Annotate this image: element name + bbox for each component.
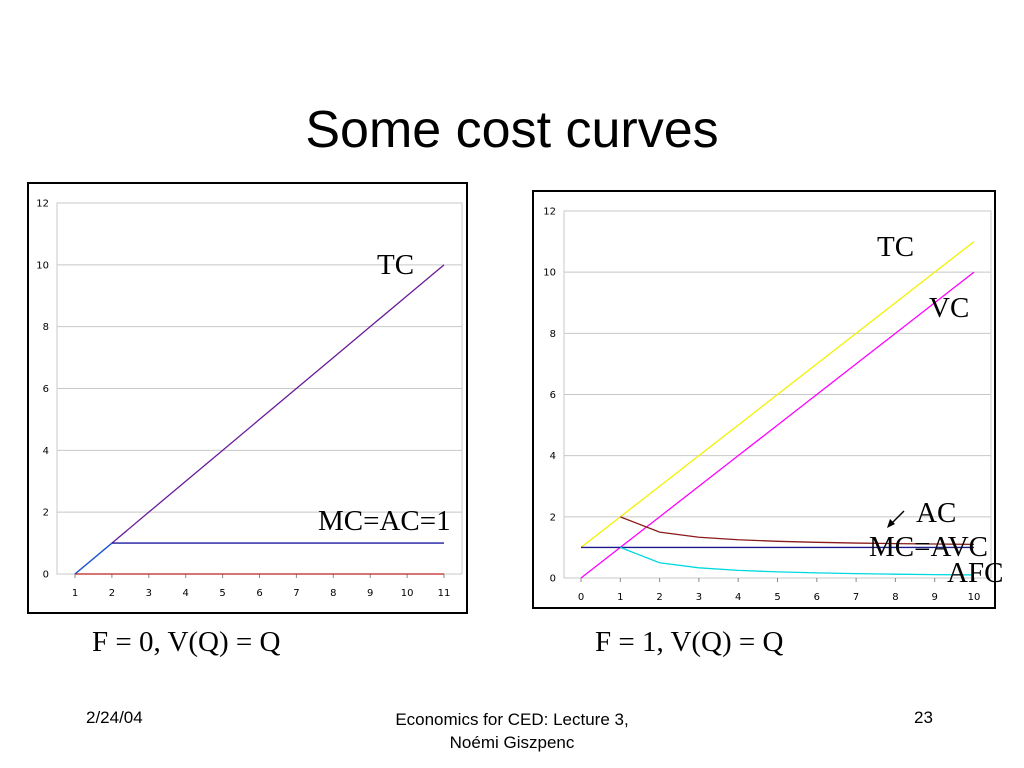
- chart-left-y-tick-label: 12: [36, 199, 49, 210]
- chart-left-x-tick-label: 3: [146, 588, 152, 599]
- label-tc-left: TC: [377, 249, 415, 281]
- caption-left: F = 0, V(Q) = Q: [92, 626, 281, 658]
- chart-right-x-tick-label: 7: [853, 592, 859, 603]
- footer-lecture-info: Economics for CED: Lecture 3, Noémi Gisz…: [362, 708, 662, 754]
- chart-right-series-tc: [580, 241, 975, 548]
- chart-left-x-tick-label: 10: [401, 588, 414, 599]
- chart-right-x-tick-label: 10: [968, 592, 981, 603]
- chart-left-x-tick-label: 9: [367, 588, 373, 599]
- chart-right-y-tick-label: 12: [543, 207, 556, 218]
- chart-right-x-tick-label: 8: [892, 592, 898, 603]
- chart-right-y-tick-label: 4: [550, 451, 556, 462]
- chart-right-x-tick-label: 1: [617, 592, 623, 603]
- label-vc: VC: [929, 292, 970, 324]
- label-afc: AFC: [947, 557, 1004, 589]
- chart-left-x-tick-label: 11: [438, 588, 451, 599]
- chart-right-x-tick-label: 3: [696, 592, 702, 603]
- ac-arrow-icon: [887, 510, 905, 528]
- label-tc-right: TC: [877, 231, 915, 263]
- chart-left-x-tick-label: 7: [293, 588, 299, 599]
- chart-right-y-tick-label: 6: [550, 390, 556, 401]
- chart-left-y-tick-label: 0: [43, 570, 49, 581]
- chart-left-y-tick-label: 4: [43, 446, 49, 457]
- chart-left-y-tick-label: 10: [36, 260, 49, 271]
- chart-right-y-tick-label: 8: [550, 329, 556, 340]
- chart-right-x-tick-label: 0: [578, 592, 584, 603]
- chart-right-x-tick-label: 5: [774, 592, 780, 603]
- footer-date: 2/24/04: [86, 708, 143, 727]
- footer-lecture-line2: Noémi Giszpenc: [449, 733, 575, 752]
- chart-left-y-tick-label: 6: [43, 384, 49, 395]
- chart-left-series-unlabeled-2: [74, 542, 113, 575]
- footer-lecture-line1: Economics for CED: Lecture 3,: [395, 710, 629, 729]
- chart-right-x-tick-label: 9: [932, 592, 938, 603]
- chart-right: 0 2 4 6 8 10 12 0 1 2 3 4 5 6 7 8 9 10: [532, 190, 996, 609]
- chart-right-x-tick-label: 6: [814, 592, 820, 603]
- label-ac: AC: [916, 497, 957, 529]
- chart-left-series-tc: [74, 264, 445, 575]
- chart-left-y-tick-label: 2: [43, 508, 49, 519]
- chart-right-x-tick-label: 4: [735, 592, 741, 603]
- chart-right-x-tick-label: 2: [656, 592, 662, 603]
- chart-right-y-tick-label: 0: [550, 574, 556, 585]
- chart-right-series-ac: [620, 516, 975, 546]
- label-mc-avc: MC=AVC: [869, 531, 988, 563]
- chart-right-y-tick-label: 10: [543, 268, 556, 279]
- chart-left-x-tick-label: 4: [183, 588, 189, 599]
- slide-title: Some cost curves: [305, 101, 719, 159]
- chart-left-x-tick-label: 5: [219, 588, 225, 599]
- chart-left-x-tick-label: 6: [256, 588, 262, 599]
- chart-left-y-tick-label: 8: [43, 322, 49, 333]
- chart-left-x-tick-label: 8: [330, 588, 336, 599]
- chart-right-y-tick-label: 2: [550, 512, 556, 523]
- caption-right: F = 1, V(Q) = Q: [595, 626, 784, 658]
- label-mc-ac: MC=AC=1: [318, 505, 451, 537]
- chart-left-x-tick-label: 1: [72, 588, 78, 599]
- chart-left-x-tick-label: 2: [109, 588, 115, 599]
- footer-page-number: 23: [914, 708, 933, 727]
- chart-left: 0 2 4 6 8 10 12 1 2 3 4 5 6 7 8 9 10 11: [27, 182, 468, 614]
- chart-right-series-afc: [620, 546, 975, 576]
